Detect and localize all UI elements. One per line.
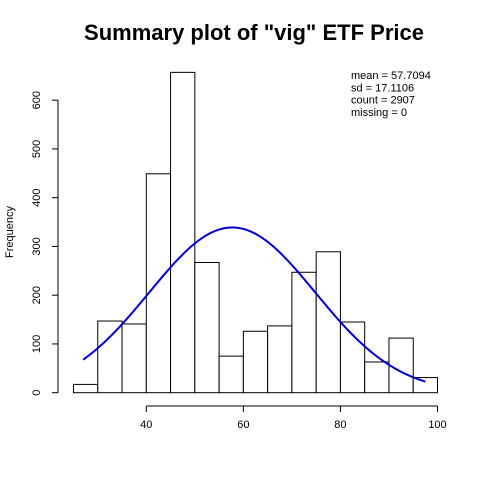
summary-stat-line: missing = 0: [351, 107, 407, 119]
y-tick-label: 400: [31, 188, 43, 206]
y-tick-label: 200: [31, 286, 43, 304]
y-tick-label: 500: [31, 140, 43, 158]
histogram-bar: [121, 323, 147, 394]
histogram-bar: [267, 325, 293, 394]
histogram-bar: [73, 383, 99, 394]
histogram-bar: [315, 251, 341, 394]
normal-curve-line: [82, 226, 426, 383]
histogram-bar: [412, 377, 439, 394]
y-tick-label: 300: [31, 237, 43, 255]
bars-group: [73, 71, 439, 394]
histogram-bar: [364, 361, 390, 394]
y-tick-label: 100: [31, 335, 43, 353]
y-axis: 0 100 200 300 400 500 600: [31, 91, 59, 396]
histogram-bar: [218, 355, 244, 394]
histogram-bar: [194, 262, 220, 394]
summary-stat-line: sd = 17.1106: [351, 82, 414, 94]
chart-title: Summary plot of "vig" ETF Price: [84, 20, 424, 45]
y-tick-label: 0: [31, 390, 43, 396]
histogram-bar: [170, 71, 196, 394]
x-tick-label: 40: [140, 419, 152, 431]
histogram-bar: [145, 173, 172, 394]
y-axis-label: Frequency: [4, 206, 16, 258]
x-tick-label: 100: [428, 419, 446, 431]
normal-curve-group: [82, 226, 426, 383]
x-tick-label: 60: [237, 419, 249, 431]
histogram-bar: [97, 320, 123, 394]
summary-stat-line: count = 2907: [351, 95, 415, 107]
x-tick-label: 80: [334, 419, 346, 431]
y-tick-label: 600: [31, 91, 43, 109]
histogram-bar: [339, 321, 366, 394]
summary-stat-line: mean = 57.7094: [351, 70, 431, 82]
histogram-bar: [388, 337, 414, 394]
histogram-bar: [242, 330, 269, 394]
x-axis: 40 60 80 100: [140, 405, 447, 431]
histogram-bar: [291, 271, 317, 394]
